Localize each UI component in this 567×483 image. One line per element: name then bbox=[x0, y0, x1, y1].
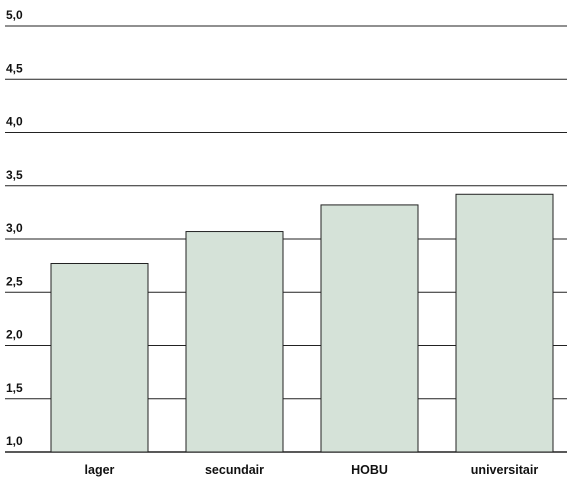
x-axis-category-labels: lager secundair HOBU universitair bbox=[85, 463, 539, 477]
y-tick-label: 1,5 bbox=[6, 381, 23, 395]
bar bbox=[185, 231, 284, 453]
x-category-label: secundair bbox=[205, 463, 264, 477]
y-axis-tick-labels: 1,0 1,5 2,0 2,5 3,0 3,5 4,0 4,5 5,0 bbox=[6, 8, 23, 448]
y-tick-label: 4,5 bbox=[6, 61, 23, 75]
bars bbox=[50, 193, 554, 453]
bar bbox=[455, 193, 554, 453]
x-category-label: universitair bbox=[471, 463, 539, 477]
y-tick-label: 2,0 bbox=[6, 328, 23, 342]
bar bbox=[320, 204, 419, 453]
bar bbox=[50, 262, 149, 453]
y-tick-label: 3,0 bbox=[6, 221, 23, 235]
y-tick-label: 2,5 bbox=[6, 274, 23, 288]
x-category-label: lager bbox=[85, 463, 115, 477]
y-tick-label: 5,0 bbox=[6, 8, 23, 22]
y-tick-label: 1,0 bbox=[6, 434, 23, 448]
y-tick-label: 4,0 bbox=[6, 115, 23, 129]
x-category-label: HOBU bbox=[351, 463, 388, 477]
y-tick-label: 3,5 bbox=[6, 168, 23, 182]
